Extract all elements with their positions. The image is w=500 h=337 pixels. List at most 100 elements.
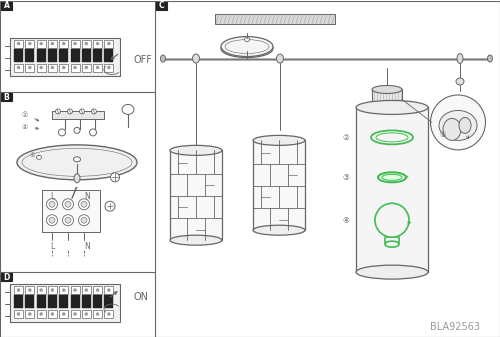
Text: L: L bbox=[50, 192, 54, 201]
Ellipse shape bbox=[74, 42, 76, 45]
Ellipse shape bbox=[40, 288, 42, 292]
Bar bbox=[82, 64, 91, 71]
Text: N: N bbox=[84, 192, 90, 201]
Ellipse shape bbox=[96, 312, 99, 315]
Ellipse shape bbox=[74, 157, 80, 162]
Bar bbox=[70, 49, 80, 62]
Ellipse shape bbox=[108, 42, 110, 45]
Bar bbox=[70, 295, 80, 308]
Bar bbox=[1, 273, 12, 281]
Bar bbox=[70, 310, 80, 318]
Ellipse shape bbox=[58, 129, 66, 136]
Text: C: C bbox=[158, 1, 164, 10]
Bar bbox=[48, 310, 57, 318]
Ellipse shape bbox=[276, 54, 283, 63]
Ellipse shape bbox=[74, 312, 76, 315]
Ellipse shape bbox=[51, 42, 54, 45]
Bar bbox=[253, 141, 305, 230]
Ellipse shape bbox=[92, 109, 96, 114]
Ellipse shape bbox=[62, 199, 74, 210]
Bar bbox=[82, 49, 91, 62]
Bar bbox=[14, 49, 23, 62]
Ellipse shape bbox=[40, 66, 42, 69]
Bar bbox=[59, 39, 68, 48]
Bar bbox=[93, 310, 102, 318]
Text: ①: ① bbox=[22, 113, 28, 118]
Ellipse shape bbox=[85, 288, 88, 292]
Ellipse shape bbox=[356, 100, 428, 115]
Bar bbox=[82, 286, 91, 294]
Text: ①: ① bbox=[440, 132, 446, 139]
Ellipse shape bbox=[110, 173, 120, 182]
Ellipse shape bbox=[456, 78, 464, 85]
Ellipse shape bbox=[105, 201, 115, 211]
Bar bbox=[42, 190, 100, 232]
Bar bbox=[14, 310, 23, 318]
Text: ON: ON bbox=[133, 292, 148, 302]
Ellipse shape bbox=[221, 37, 273, 57]
Ellipse shape bbox=[439, 111, 477, 141]
Bar bbox=[36, 310, 46, 318]
Ellipse shape bbox=[65, 217, 71, 223]
Bar bbox=[104, 64, 114, 71]
Bar bbox=[104, 39, 114, 48]
Text: ④: ④ bbox=[342, 216, 349, 225]
Ellipse shape bbox=[62, 312, 65, 315]
Ellipse shape bbox=[96, 288, 99, 292]
Bar bbox=[59, 64, 68, 71]
Ellipse shape bbox=[46, 215, 58, 226]
Bar bbox=[59, 286, 68, 294]
Bar bbox=[104, 310, 114, 318]
Ellipse shape bbox=[108, 288, 110, 292]
Ellipse shape bbox=[17, 145, 137, 180]
Bar bbox=[26, 295, 35, 308]
Bar bbox=[26, 49, 35, 62]
Bar bbox=[59, 310, 68, 318]
Bar bbox=[14, 286, 23, 294]
Ellipse shape bbox=[62, 42, 65, 45]
Ellipse shape bbox=[443, 118, 461, 141]
Ellipse shape bbox=[51, 288, 54, 292]
Text: OFF: OFF bbox=[133, 55, 152, 65]
Ellipse shape bbox=[62, 215, 74, 226]
Ellipse shape bbox=[46, 199, 58, 210]
Ellipse shape bbox=[81, 217, 87, 223]
Ellipse shape bbox=[221, 39, 273, 58]
Bar bbox=[70, 64, 80, 71]
Ellipse shape bbox=[459, 117, 471, 133]
Ellipse shape bbox=[17, 42, 20, 45]
Bar bbox=[82, 39, 91, 48]
Text: B: B bbox=[4, 93, 10, 102]
Bar bbox=[48, 295, 57, 308]
Bar bbox=[93, 39, 102, 48]
Ellipse shape bbox=[430, 95, 486, 150]
Bar bbox=[26, 310, 35, 318]
Bar bbox=[26, 286, 35, 294]
Bar bbox=[1, 93, 12, 101]
Ellipse shape bbox=[40, 42, 42, 45]
Bar bbox=[93, 295, 102, 308]
Bar bbox=[26, 39, 35, 48]
Bar bbox=[48, 286, 57, 294]
Ellipse shape bbox=[78, 199, 90, 210]
Ellipse shape bbox=[28, 288, 32, 292]
Bar bbox=[26, 64, 35, 71]
Ellipse shape bbox=[28, 66, 32, 69]
Ellipse shape bbox=[253, 225, 305, 235]
Bar bbox=[14, 64, 23, 71]
Bar bbox=[59, 49, 68, 62]
Bar bbox=[356, 108, 428, 272]
Text: ③: ③ bbox=[342, 173, 349, 182]
Bar bbox=[59, 295, 68, 308]
Text: L: L bbox=[50, 242, 54, 251]
Ellipse shape bbox=[170, 145, 222, 155]
Bar bbox=[104, 49, 114, 62]
Ellipse shape bbox=[372, 86, 402, 93]
Bar bbox=[372, 90, 402, 119]
Bar bbox=[93, 64, 102, 71]
Bar bbox=[14, 39, 23, 48]
Ellipse shape bbox=[49, 217, 55, 223]
Ellipse shape bbox=[192, 54, 200, 63]
Bar bbox=[170, 150, 222, 240]
Text: D: D bbox=[4, 273, 10, 282]
